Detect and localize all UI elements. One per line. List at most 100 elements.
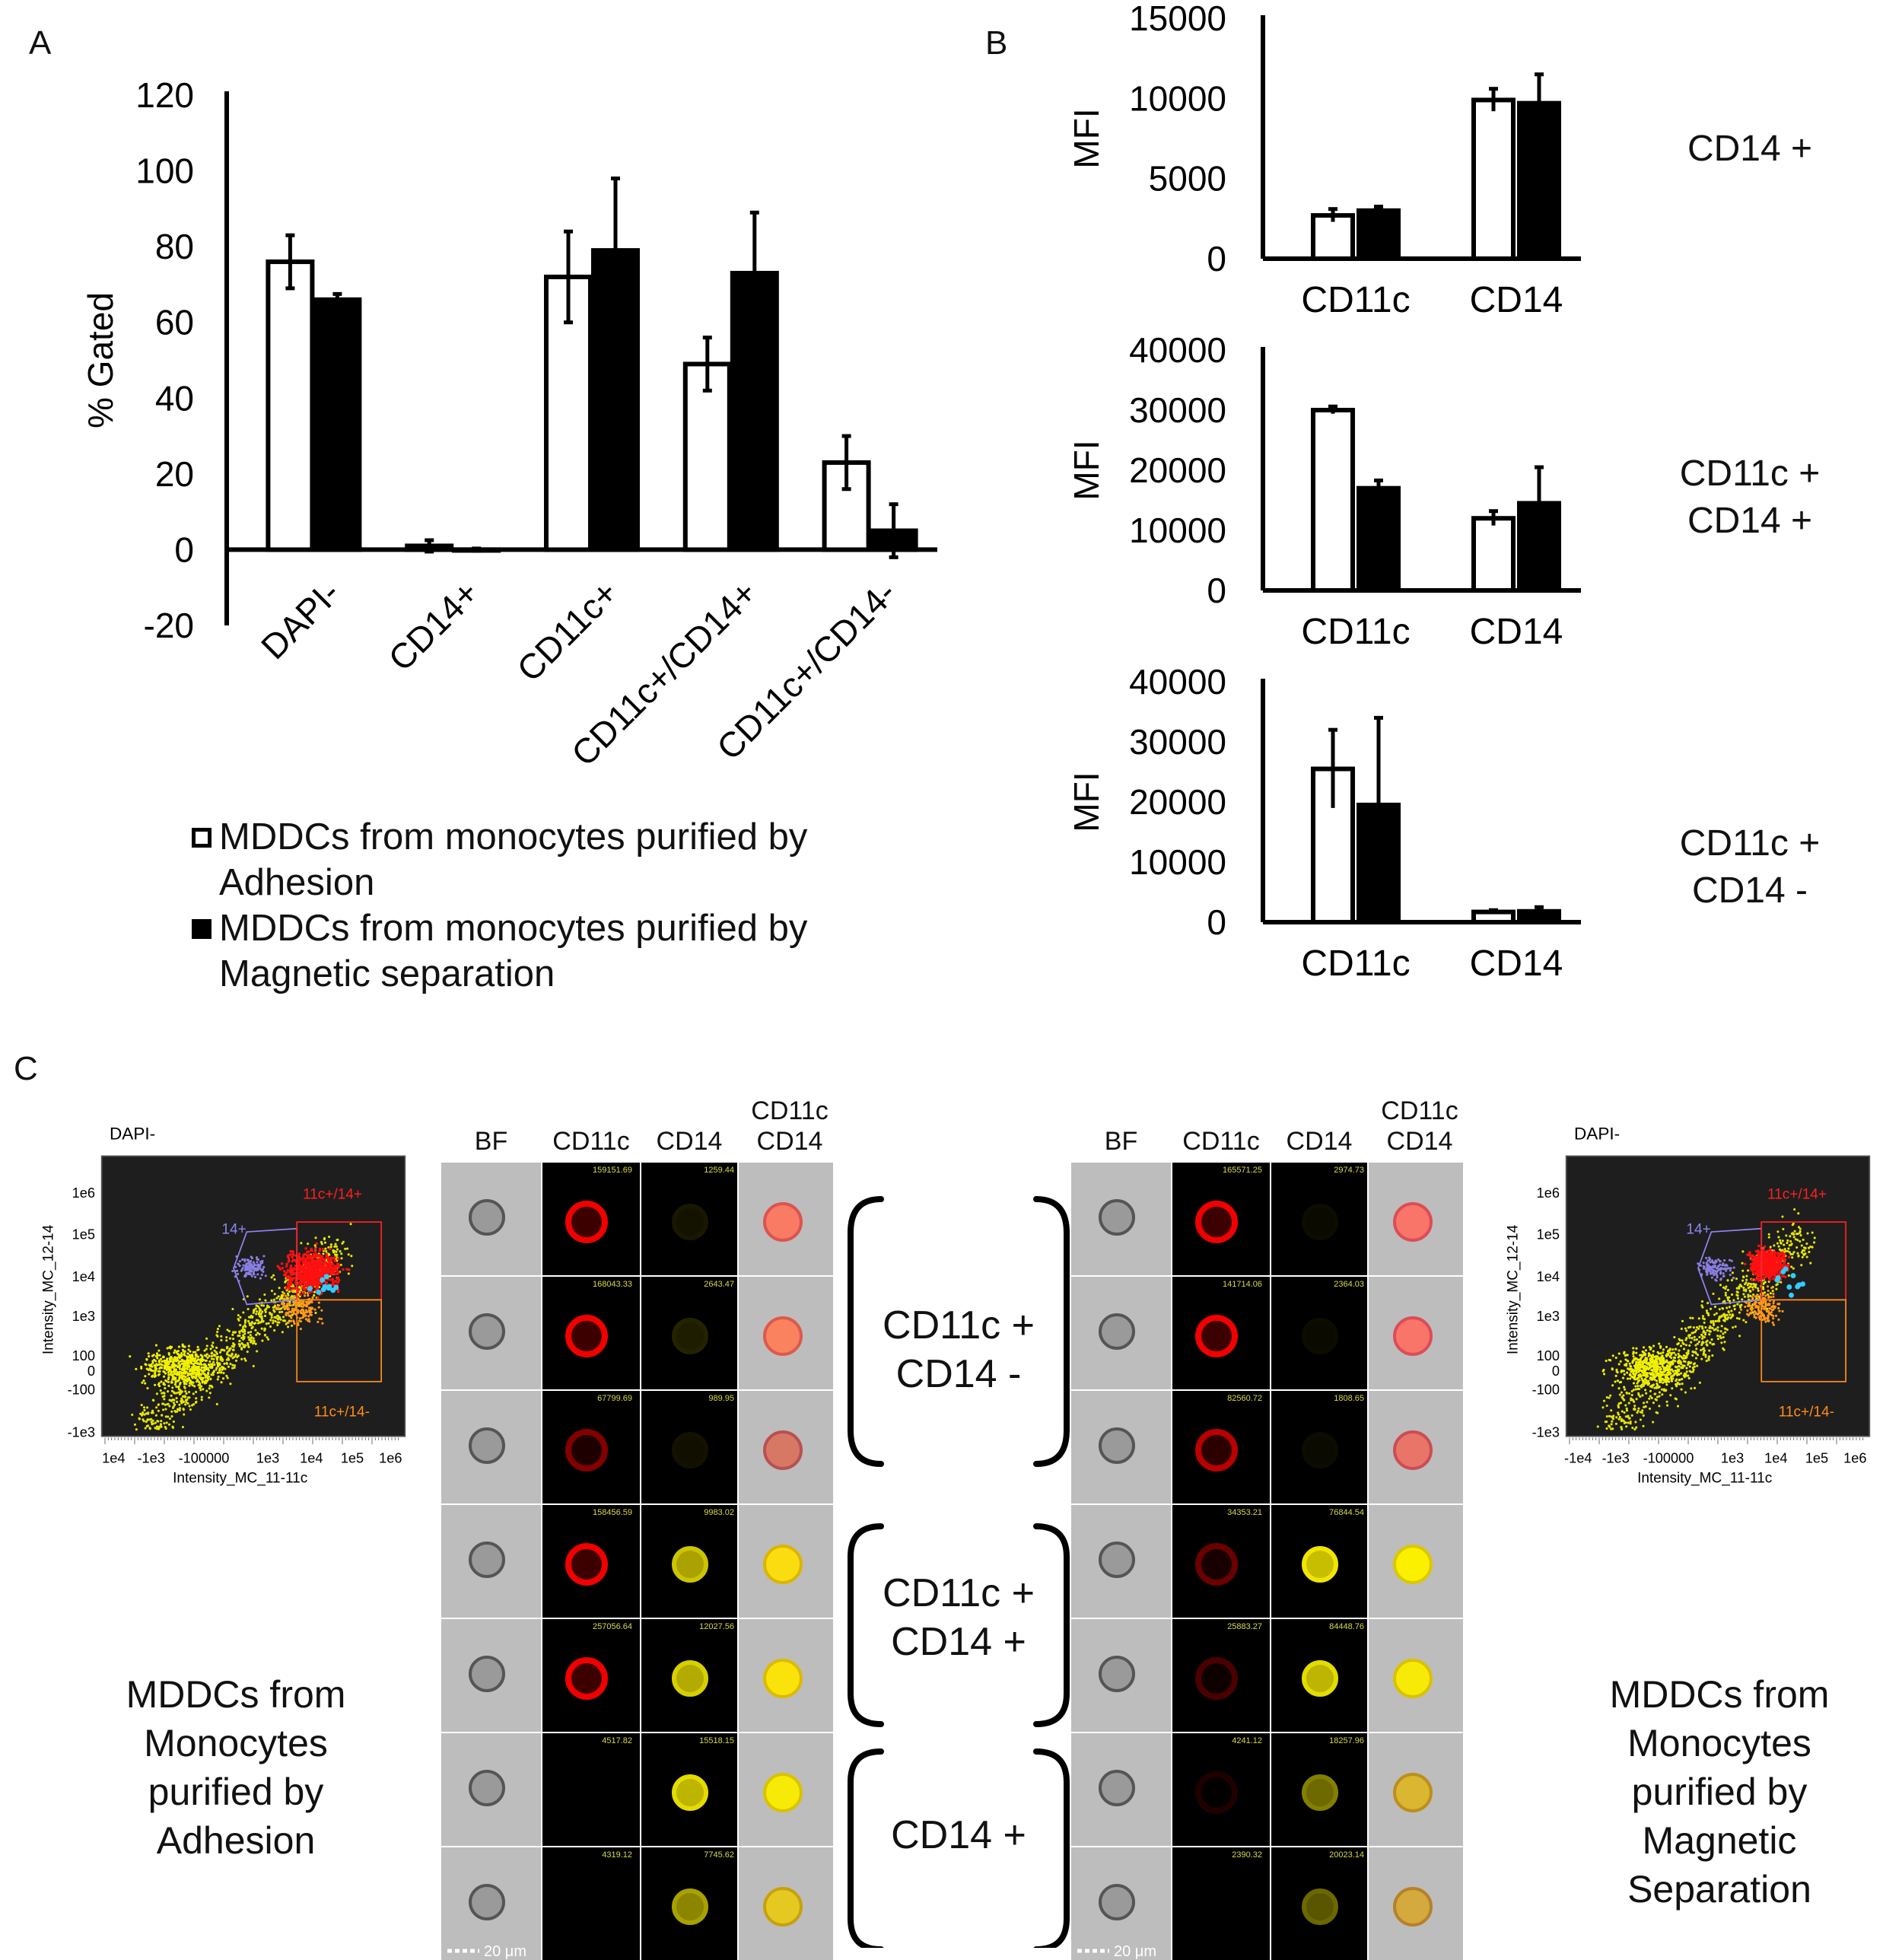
event-dot [256,1350,258,1352]
event-dot [180,1371,182,1373]
event-dot [1732,1271,1734,1274]
event-dot [208,1385,211,1387]
event-dot [252,1342,254,1344]
event-dot [255,1312,257,1315]
event-dot [1654,1376,1656,1378]
event-dot [189,1408,192,1411]
event-dot [1602,1369,1605,1371]
event-dot [1675,1398,1678,1400]
event-dot [1615,1375,1617,1377]
event-dot [211,1365,213,1367]
event-dot [229,1338,231,1340]
event-dot [1695,1329,1697,1332]
event-dot [221,1360,224,1362]
event-dot [278,1298,281,1300]
event-dot [1722,1336,1725,1338]
event-dot [1631,1427,1633,1429]
event-dot [1775,1265,1777,1267]
event-dot [281,1262,283,1265]
event-dot [1611,1384,1614,1386]
event-dot [164,1404,167,1406]
event-dot [310,1258,313,1260]
event-dot [1681,1378,1683,1380]
event-dot [1711,1354,1713,1357]
event-dot [313,1250,316,1252]
event-dot [1779,1239,1781,1242]
event-dot [1737,1291,1739,1293]
event-dot [1629,1367,1631,1370]
event-dot [1625,1363,1627,1365]
event-dot [1780,1267,1783,1269]
event-dot [278,1287,281,1289]
event-dot [187,1348,189,1351]
event-dot [1624,1373,1626,1376]
event-dot [1730,1309,1732,1312]
event-dot [1681,1339,1684,1341]
event-dot [231,1354,234,1356]
event-dot [1657,1351,1659,1354]
event-dot [171,1386,173,1389]
event-dot [1645,1376,1647,1378]
event-dot [1652,1354,1654,1356]
event-dot [1721,1325,1723,1327]
event-dot [293,1312,295,1315]
event-dot [1751,1278,1753,1281]
event-dot [1683,1374,1685,1376]
event-dot [1645,1379,1647,1381]
event-dot [202,1359,205,1361]
event-dot [1630,1399,1632,1402]
event-dot [1661,1374,1663,1376]
event-dot [1702,1348,1704,1351]
event-dot [253,1340,256,1342]
event-dot [1661,1363,1663,1365]
y-tick-label: -1e3 [68,1425,95,1440]
event-dot [189,1379,192,1382]
event-dot [1694,1336,1696,1338]
bar-adhesion [1474,100,1513,259]
event-dot [1725,1328,1727,1330]
event-dot [1756,1305,1758,1307]
event-dot [1659,1369,1661,1371]
event-dot [192,1355,194,1357]
event-dot [1753,1262,1755,1264]
event-dot [1726,1279,1729,1281]
event-dot [1643,1359,1646,1361]
event-dot [300,1328,302,1330]
event-dot [1619,1416,1621,1418]
event-dot [1765,1303,1767,1306]
event-dot [1675,1366,1677,1368]
event-dot [148,1418,151,1421]
event-dot [157,1354,159,1357]
event-dot [315,1268,317,1270]
event-dot [332,1278,334,1280]
event-dot [1637,1410,1640,1412]
event-dot [178,1373,180,1376]
event-dot [1799,1240,1801,1242]
event-dot [1624,1404,1627,1406]
event-dot [258,1312,260,1315]
event-dot [332,1257,335,1259]
event-dot [273,1329,275,1332]
event-dot [1656,1387,1658,1389]
event-dot [1673,1336,1675,1338]
event-dot [1650,1347,1652,1349]
event-dot [171,1373,173,1376]
event-dot [227,1358,230,1360]
event-dot [1698,1336,1700,1338]
event-dot [1621,1428,1623,1430]
event-dot [255,1343,257,1345]
event-dot [1655,1357,1657,1360]
event-dot [1723,1259,1725,1262]
event-dot [1719,1335,1721,1338]
y-tick-label: 1e6 [1537,1185,1560,1201]
event-dot [1684,1391,1687,1393]
event-dot [320,1283,323,1285]
event-dot [168,1424,170,1426]
event-dot [1662,1348,1665,1351]
event-dot [1641,1394,1643,1396]
event-dot [156,1392,158,1395]
gate-label-11cpos-14neg: 11c+/14- [1779,1405,1834,1421]
event-dot [1606,1415,1608,1418]
event-dot [307,1242,309,1245]
